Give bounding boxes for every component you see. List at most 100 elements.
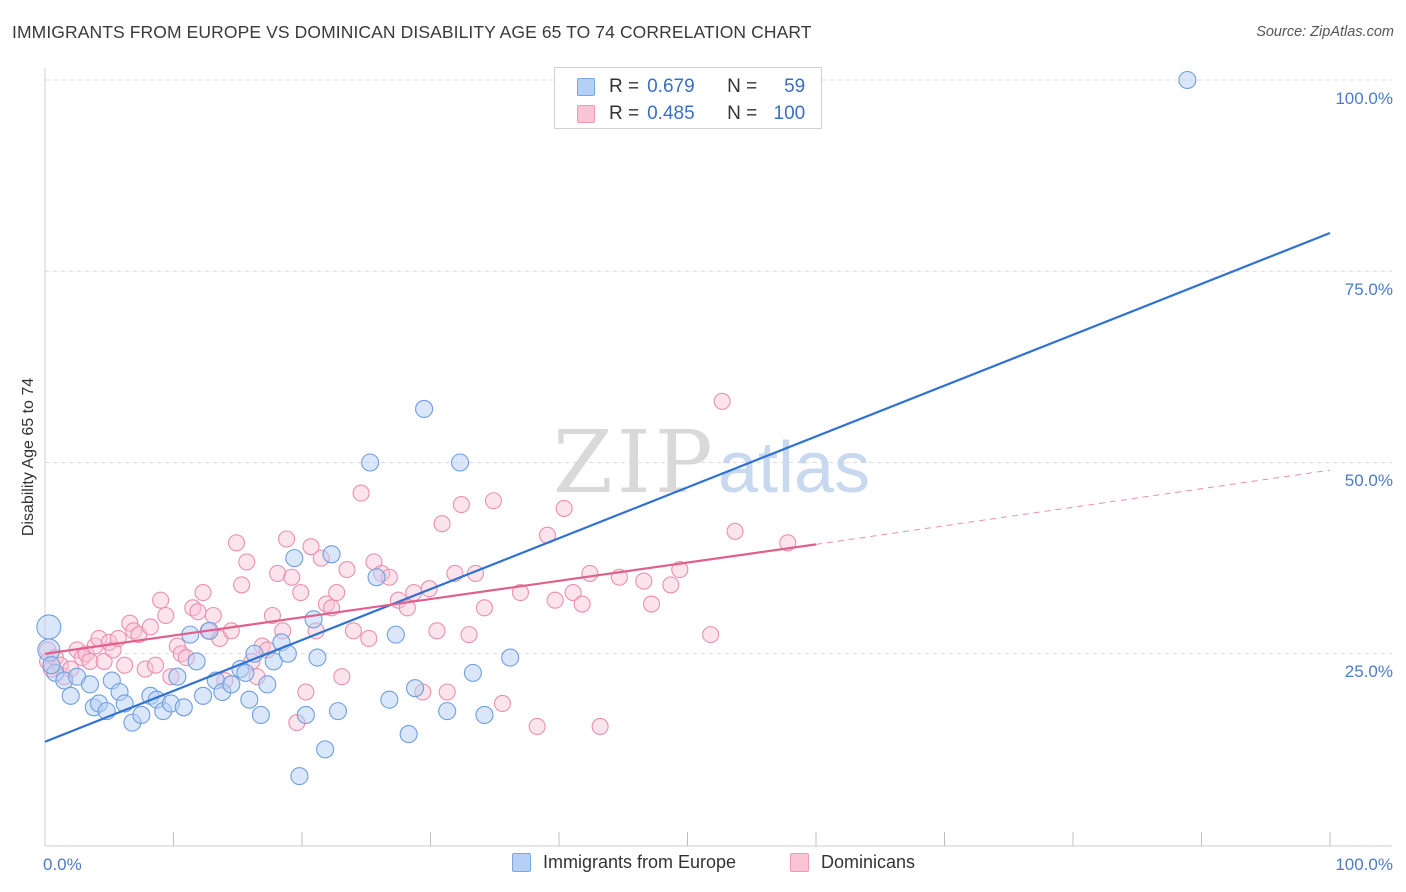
dominican-point-25 xyxy=(157,606,175,625)
legend-swatch-europe xyxy=(577,78,595,96)
dominican-point-49 xyxy=(283,568,301,586)
dominican-point-83 xyxy=(528,717,546,735)
dominican-point-73 xyxy=(433,515,451,533)
dominican-point-96 xyxy=(702,626,720,644)
europe-point-50 xyxy=(406,679,425,698)
dominican-point-10 xyxy=(81,652,99,670)
europe-point-40 xyxy=(304,610,323,629)
europe-point-44 xyxy=(328,702,348,721)
dominican-point-18 xyxy=(121,614,139,632)
dominican-point-88 xyxy=(573,595,591,613)
dominican-point-45 xyxy=(263,606,281,625)
europe-point-41 xyxy=(308,648,327,667)
y-tick-label-25: 25.0% xyxy=(1345,662,1393,681)
europe-point-30 xyxy=(240,690,259,709)
dominican-point-17 xyxy=(116,656,134,674)
dominican-point-61 xyxy=(344,622,362,640)
legend-r-label: R = xyxy=(609,103,640,124)
europe-point-54 xyxy=(463,663,482,682)
dominican-point-97 xyxy=(713,392,731,410)
europe-point-29 xyxy=(236,663,255,682)
dominican-point-34 xyxy=(204,606,222,625)
correlation-legend: R = 0.679 N = 59 R = 0.485 N = 100 xyxy=(554,67,822,129)
bottom-legend-dominicans[interactable]: Dominicans xyxy=(790,852,915,873)
legend-row-europe: R = 0.679 N = 59 xyxy=(577,74,805,100)
y-axis-label: Disability Age 65 to 74 xyxy=(20,378,37,536)
watermark: ZIP atlas xyxy=(553,413,870,513)
dominican-point-39 xyxy=(233,576,251,594)
dominican-point-87 xyxy=(564,583,582,602)
legend-n-label: N = xyxy=(727,76,758,97)
europe-point-19 xyxy=(168,667,187,686)
dominican-point-24 xyxy=(152,591,170,609)
europe-point-23 xyxy=(194,686,213,705)
dominican-point-52 xyxy=(297,683,315,701)
watermark-atlas: atlas xyxy=(718,428,870,508)
europe-point-33 xyxy=(258,675,277,694)
europe-point-6 xyxy=(80,675,100,694)
dominican-point-81 xyxy=(493,694,512,713)
dominican-trend-line xyxy=(44,543,817,655)
europe-point-32 xyxy=(251,705,270,725)
dominican-point-38 xyxy=(227,534,246,552)
dominican-point-93 xyxy=(642,595,661,613)
europe-point-47 xyxy=(380,690,399,709)
dominican-point-51 xyxy=(292,583,310,602)
dominican-point-79 xyxy=(475,599,494,617)
x-tick-label-0: 0.0% xyxy=(43,855,82,874)
europe-point-57 xyxy=(1178,70,1197,90)
dominican-point-62 xyxy=(352,484,370,502)
dominican-point-74 xyxy=(438,683,456,701)
europe-point-52 xyxy=(438,702,457,721)
europe-point-49 xyxy=(399,725,418,744)
europe-point-20 xyxy=(174,698,193,717)
europe-point-37 xyxy=(285,549,304,568)
dominican-point-40 xyxy=(238,553,256,571)
europe-point-42 xyxy=(316,740,335,759)
dominican-point-85 xyxy=(546,591,564,609)
legend-row-dominicans: R = 0.485 N = 100 xyxy=(577,101,805,127)
dominican-trend-extension xyxy=(815,469,1331,545)
dominican-point-37 xyxy=(222,622,240,640)
dominican-point-32 xyxy=(194,583,212,602)
europe-trend-line xyxy=(44,231,1331,743)
dominican-point-59 xyxy=(333,668,351,686)
europe-point-0 xyxy=(36,614,62,640)
dominican-point-80 xyxy=(484,492,503,510)
europe-point-43 xyxy=(322,545,341,564)
europe-point-53 xyxy=(451,453,470,472)
dominican-point-60 xyxy=(338,561,356,579)
europe-point-4 xyxy=(61,686,80,705)
dominican-point-58 xyxy=(328,583,346,602)
bottom-legend-swatch-europe xyxy=(512,853,531,872)
chart-title: IMMIGRANTS FROM EUROPE VS DOMINICAN DISA… xyxy=(12,22,812,42)
dominican-point-22 xyxy=(141,618,159,636)
europe-point-45 xyxy=(361,453,380,472)
europe-point-39 xyxy=(296,705,315,725)
dominican-point-98 xyxy=(726,522,744,540)
europe-point-38 xyxy=(290,767,309,786)
dominican-point-13 xyxy=(95,652,113,670)
dominican-point-21 xyxy=(136,660,154,678)
legend-n-value-dominicans: 100 xyxy=(773,103,806,124)
legend-n-value-europe: 59 xyxy=(784,76,806,97)
dominican-point-92 xyxy=(635,572,653,590)
legend-n-label: N = xyxy=(727,103,758,124)
dominican-point-82 xyxy=(511,583,530,602)
europe-point-48 xyxy=(386,625,405,644)
legend-swatch-dominicans xyxy=(577,105,595,123)
dominican-point-86 xyxy=(555,499,573,517)
europe-point-22 xyxy=(187,652,206,671)
axes-layer xyxy=(44,68,1392,847)
dominican-point-48 xyxy=(278,530,296,548)
dominican-point-77 xyxy=(460,626,478,644)
dominican-point-31 xyxy=(189,603,207,621)
y-tick-label-75: 75.0% xyxy=(1345,280,1393,299)
bottom-legend-swatch-dominicans xyxy=(790,853,809,872)
legend-r-value-dominicans: 0.485 xyxy=(647,103,695,124)
dominican-point-27 xyxy=(168,637,186,655)
dominican-point-53 xyxy=(302,538,320,556)
bottom-legend-europe[interactable]: Immigrants from Europe xyxy=(512,852,736,873)
europe-point-51 xyxy=(415,399,434,419)
dominican-point-90 xyxy=(591,717,609,735)
